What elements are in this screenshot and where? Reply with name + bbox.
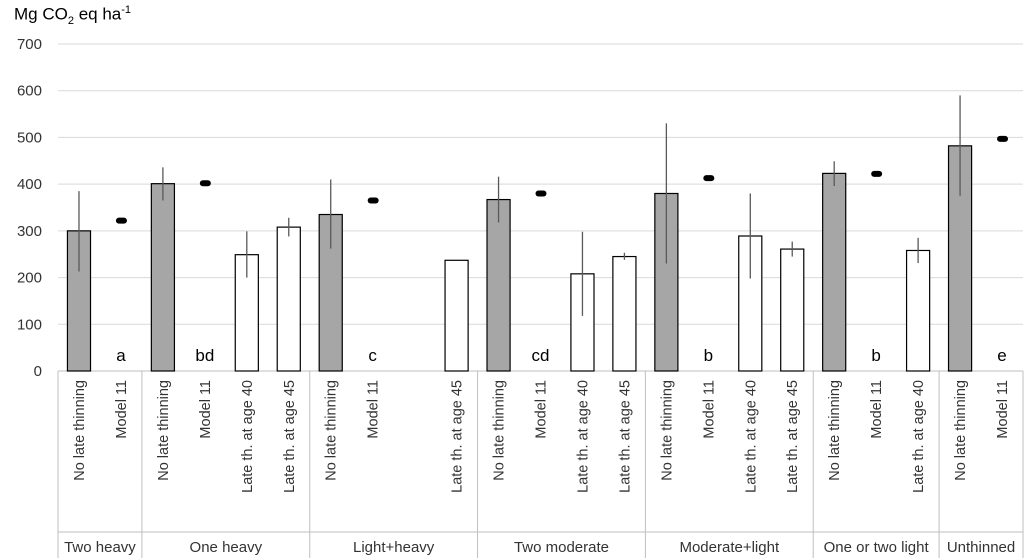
bar: [905, 249, 931, 372]
category-label: Late th. at age 45: [617, 380, 633, 493]
model-marker: [115, 217, 127, 224]
category-label: Model 11: [869, 380, 885, 439]
category-label: No late thinning: [324, 380, 340, 481]
group-label: Two heavy: [64, 539, 136, 556]
category-label: Model 11: [995, 380, 1011, 439]
category-label: Late th. at age 45: [450, 380, 466, 493]
significance-letter: b: [871, 346, 880, 365]
group-label: One heavy: [190, 539, 263, 556]
unit-mid: eq ha: [73, 4, 122, 24]
model-marker: [997, 135, 1009, 142]
y-tick-label: 500: [17, 129, 42, 146]
category-label: Model 11: [114, 380, 130, 439]
group-label: Moderate+light: [679, 539, 779, 556]
y-tick-label: 0: [34, 363, 42, 380]
group-label: Light+heavy: [353, 539, 435, 556]
bar: [486, 198, 511, 372]
y-axis-unit-label: Mg CO2 eq ha-1: [14, 4, 131, 27]
y-tick-label: 600: [17, 83, 42, 100]
group-label: One or two light: [824, 539, 930, 556]
bar: [612, 255, 637, 372]
category-label: No late thinning: [492, 380, 508, 481]
category-label: Late th. at age 45: [282, 380, 298, 493]
significance-letter: cd: [532, 346, 550, 365]
category-label: Model 11: [534, 380, 550, 439]
model-marker: [367, 197, 379, 204]
unit-sup: -1: [121, 4, 132, 16]
significance-letter: e: [997, 346, 1006, 365]
group-label: Unthinned: [947, 539, 1015, 556]
category-label: Model 11: [701, 380, 717, 439]
bar: [276, 226, 301, 372]
category-label: Late th. at age 40: [240, 380, 256, 493]
bar: [444, 259, 469, 372]
category-label: Late th. at age 40: [911, 380, 927, 493]
model-marker: [199, 180, 211, 187]
category-label: Model 11: [198, 380, 214, 439]
bar: [780, 248, 805, 372]
category-label: Model 11: [366, 380, 382, 439]
significance-letter: c: [368, 346, 377, 365]
category-label: No late thinning: [659, 380, 675, 481]
category-label: Late th. at age 45: [785, 380, 801, 493]
unit-base: Mg CO: [14, 4, 68, 24]
category-label: No late thinning: [827, 380, 843, 481]
model-marker: [871, 170, 883, 177]
category-label: No late thinning: [953, 380, 969, 481]
y-tick-label: 700: [17, 36, 42, 53]
significance-letter: bd: [195, 346, 214, 365]
unit-sub: 2: [67, 15, 74, 28]
y-tick-label: 400: [17, 176, 42, 193]
category-label: No late thinning: [72, 380, 88, 481]
model-marker: [535, 190, 547, 197]
category-label: No late thinning: [156, 380, 172, 481]
category-label: Late th. at age 40: [743, 380, 759, 493]
y-tick-label: 300: [17, 223, 42, 240]
model-marker: [703, 175, 715, 182]
significance-letter: a: [116, 346, 126, 365]
bar: [822, 172, 847, 372]
bar: [150, 183, 176, 372]
y-tick-label: 100: [17, 316, 42, 333]
y-tick-label: 200: [17, 270, 42, 287]
category-label: Late th. at age 40: [575, 380, 591, 493]
significance-letter: b: [704, 346, 713, 365]
group-label: Two moderate: [514, 539, 609, 556]
